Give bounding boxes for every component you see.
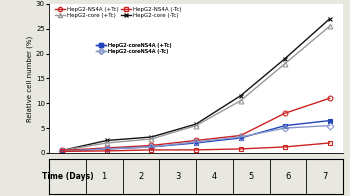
Text: 6: 6 [285,172,290,181]
Y-axis label: Relative cell number (%): Relative cell number (%) [27,35,33,122]
Text: 5: 5 [248,172,254,181]
Text: 3: 3 [175,172,180,181]
Legend: HepG2-coreNS4A (+Tc), HepG2-coreNS4A (-Tc): HepG2-coreNS4A (+Tc), HepG2-coreNS4A (-T… [96,43,172,54]
Text: 7: 7 [322,172,327,181]
Text: 4: 4 [212,172,217,181]
Text: 2: 2 [138,172,143,181]
Text: Time (Days): Time (Days) [42,172,93,181]
Text: 1: 1 [102,172,107,181]
